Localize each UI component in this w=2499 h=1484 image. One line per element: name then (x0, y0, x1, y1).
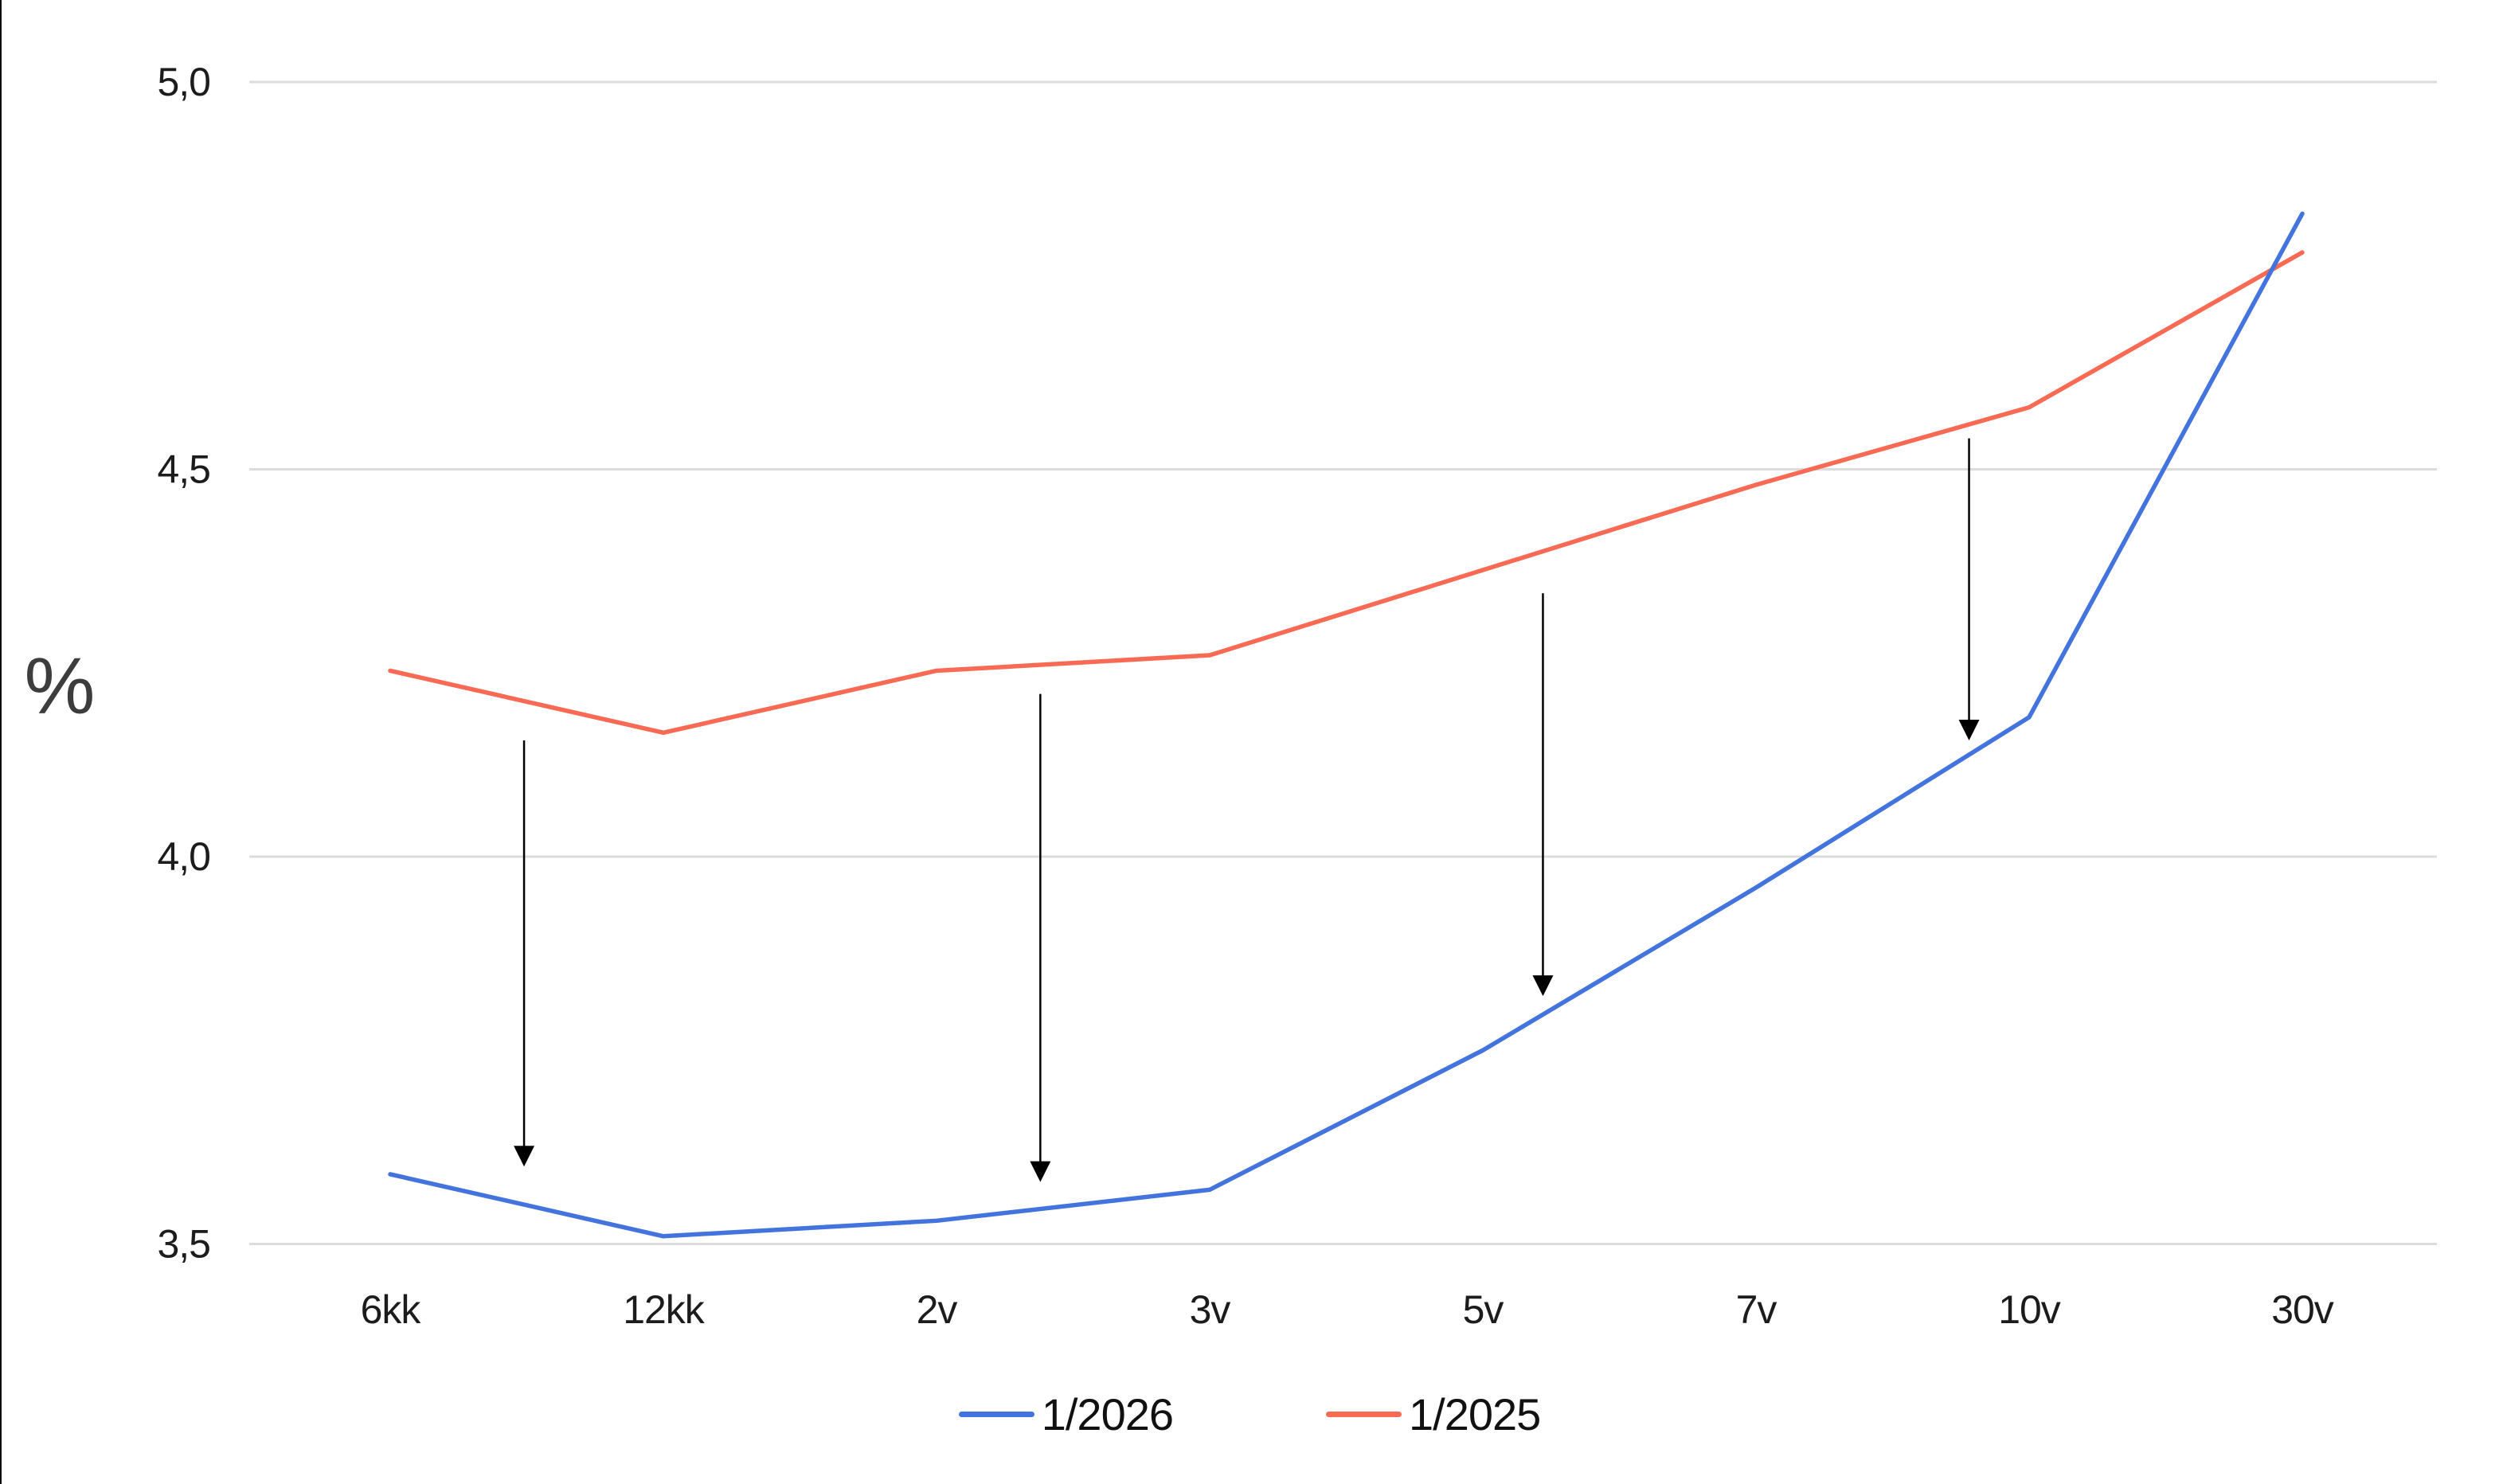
x-tick-label: 7v (1736, 1287, 1777, 1332)
legend-label: 1/2025 (1409, 1389, 1541, 1439)
legend-swatch (1326, 1412, 1402, 1417)
x-tick-label: 30v (2271, 1287, 2334, 1332)
legend-label: 1/2026 (1041, 1389, 1174, 1439)
legend-swatch (958, 1412, 1034, 1417)
y-tick-label: 4,0 (157, 834, 210, 879)
x-tick-label: 10v (1998, 1287, 2061, 1332)
x-tick-label: 2v (917, 1287, 958, 1332)
drop-arrow-head (514, 1146, 535, 1167)
drop-arrow (1958, 438, 1980, 741)
series-line-1-2026 (388, 211, 2305, 1239)
x-tick-label: 12kk (623, 1287, 706, 1332)
series-line-1-2025 (388, 250, 2305, 736)
y-tick-label: 3,5 (157, 1222, 210, 1267)
drop-arrow (514, 740, 535, 1167)
y-tick-label: 4,5 (157, 447, 210, 492)
legend-item-1-2025[interactable]: 1/2025 (1326, 1388, 1541, 1440)
drop-arrow (1532, 593, 1554, 997)
y-tick-label: 5,0 (157, 60, 210, 104)
drop-arrow-head (1532, 975, 1554, 997)
y-axis-unit-label: % (25, 642, 96, 731)
x-tick-label: 3v (1190, 1287, 1231, 1332)
x-tick-label: 6kk (361, 1287, 422, 1332)
legend-item-1-2026[interactable]: 1/2026 (958, 1388, 1174, 1440)
x-tick-label: 5v (1463, 1287, 1504, 1332)
drop-arrow-head (1958, 720, 1980, 741)
chart-legend: 1/2026 1/2025 (0, 1388, 2499, 1440)
drop-arrow (1030, 693, 1051, 1182)
page-left-border (0, 0, 2, 1484)
drop-arrow-head (1030, 1161, 1051, 1182)
